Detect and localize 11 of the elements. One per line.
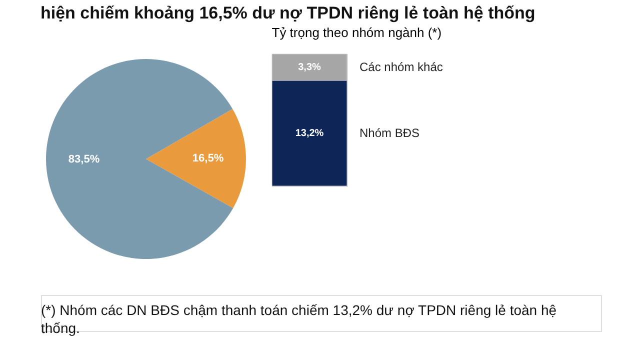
- data-label: 3,3%: [298, 62, 322, 74]
- data-label: 13,2%: [295, 128, 324, 140]
- pie-slice: [46, 59, 234, 259]
- data-label: 16,5%: [192, 152, 224, 165]
- pie-slice: [146, 109, 246, 208]
- chart-title: Tỷ trọng theo nhóm ngành (*): [272, 24, 442, 40]
- text: (*) Nhóm các DN BĐS chậm thanh toán chiếm 13,2% dư nợ TPDN riêng lẻ toàn hệ thống.: [41, 302, 557, 336]
- text: hiện chiếm khoảng 16,5% dư nợ TPDN riêng lẻ toàn hệ thống: [40, 3, 536, 22]
- series-label: Nhóm BĐS: [360, 126, 420, 140]
- series-label: Các nhóm khác: [360, 60, 443, 74]
- data-label: 83,5%: [68, 153, 100, 166]
